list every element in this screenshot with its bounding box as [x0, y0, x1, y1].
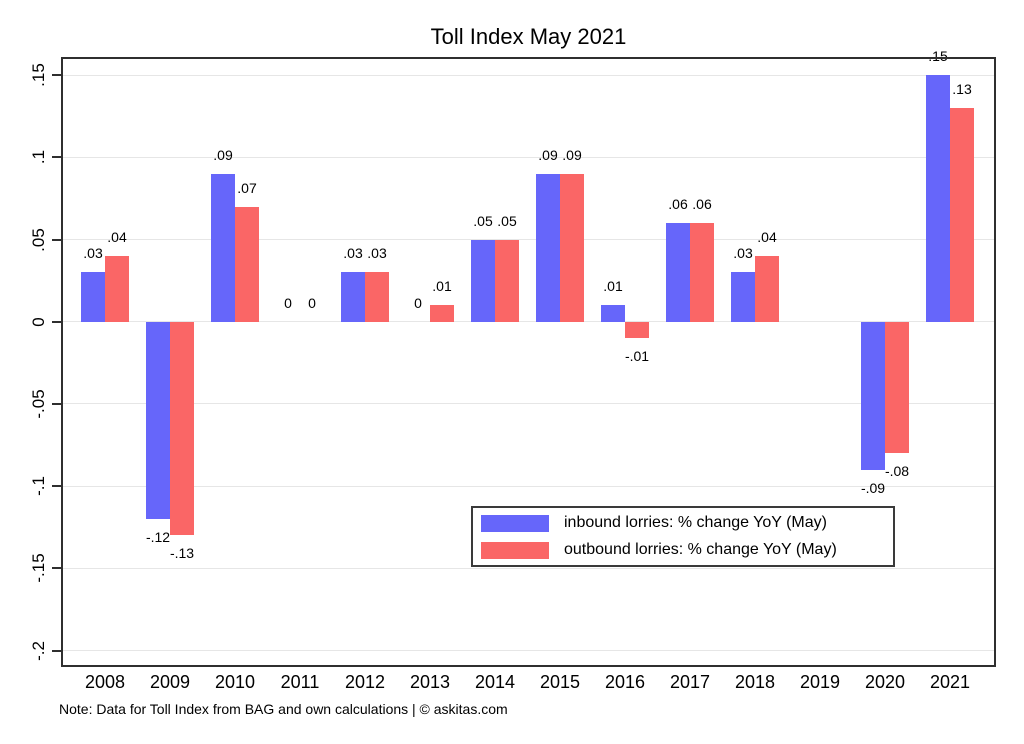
bar-outbound-2018	[755, 255, 779, 322]
y-tick-label: -.15	[29, 553, 48, 583]
x-tick-label: 2012	[344, 672, 386, 692]
x-tick-label: 2010	[214, 672, 256, 692]
x-tick-label: 2017	[669, 672, 711, 692]
y-axis-tick	[52, 74, 61, 77]
x-tick-label: 2014	[474, 672, 516, 692]
legend-swatch-outbound	[481, 541, 549, 559]
bar-value-label: 0	[414, 294, 422, 311]
bar-value-label: .09	[213, 146, 233, 163]
legend-swatch-inbound	[481, 514, 549, 532]
y-tick-label: -.05	[29, 389, 48, 419]
bar-value-label: .03	[83, 245, 103, 262]
bar-inbound-2018	[731, 272, 755, 322]
bar-outbound-2017	[690, 223, 714, 322]
y-axis-tick	[52, 320, 61, 323]
bar-outbound-2008	[105, 255, 129, 322]
bar-value-label: -.12	[145, 529, 171, 546]
bar-value-label: .07	[237, 179, 257, 196]
y-axis-tick	[52, 156, 61, 159]
x-tick-label: 2016	[604, 672, 646, 692]
legend-label-outbound: outbound lorries: % change YoY (May)	[564, 541, 837, 558]
bar-value-label: .06	[668, 196, 688, 213]
bar-outbound-2009	[170, 321, 194, 536]
gridline	[61, 650, 996, 652]
bar-inbound-2008	[81, 272, 105, 322]
bar-value-label: .15	[928, 48, 948, 65]
bar-value-label: .01	[603, 278, 623, 295]
y-tick-label: .15	[29, 63, 48, 87]
bar-outbound-2020	[885, 321, 909, 454]
bar-value-label: -.13	[169, 545, 195, 562]
y-axis-tick	[52, 485, 61, 488]
y-tick-label: 0	[29, 316, 48, 327]
bar-value-label: -.08	[884, 463, 910, 480]
gridline	[61, 156, 996, 158]
y-axis-tick	[52, 567, 61, 570]
bar-outbound-2010	[235, 206, 259, 322]
chart-title: Toll Index May 2021	[430, 24, 627, 49]
bar-value-label: .04	[107, 228, 127, 245]
bar-inbound-2017	[666, 223, 690, 322]
bar-outbound-2014	[495, 239, 519, 322]
bar-inbound-2021	[926, 75, 950, 322]
x-tick-label: 2015	[539, 672, 581, 692]
bar-value-label: .06	[692, 196, 712, 213]
bar-outbound-2012	[365, 272, 389, 322]
bar-value-label: .13	[952, 80, 972, 97]
bar-inbound-2009	[146, 321, 170, 519]
bar-value-label: .01	[432, 278, 452, 295]
bar-outbound-2021	[950, 107, 974, 322]
gridline	[61, 321, 996, 323]
x-tick-label: 2020	[864, 672, 906, 692]
x-tick-label: 2021	[929, 672, 971, 692]
gridline	[61, 403, 996, 405]
plot-area: .03 -.12 .09 0 .03 0 .05 .09 .01 .06 .03 -.09 .15 .04…	[61, 49, 996, 667]
legend-label-inbound: inbound lorries: % change YoY (May)	[564, 514, 827, 531]
bar-outbound-2015	[560, 173, 584, 322]
y-tick-label: -.2	[29, 640, 48, 661]
bar-value-label: .09	[562, 146, 582, 163]
bar-inbound-2014	[471, 239, 495, 322]
bar-value-label: .04	[757, 228, 777, 245]
legend-item-outbound: outbound lorries: % change YoY (May)	[481, 541, 893, 559]
bar-value-label: 0	[308, 294, 316, 311]
y-axis-tick	[52, 238, 61, 241]
bar-inbound-2020	[861, 321, 885, 470]
bar-value-label: 0	[284, 294, 292, 311]
legend: inbound lorries: % change YoY (May) outb…	[471, 506, 895, 567]
x-tick-label: 2011	[280, 672, 320, 692]
bar-outbound-2016	[625, 321, 649, 339]
x-tick-label: 2019	[799, 672, 841, 692]
bar-outbound-2013	[430, 305, 454, 322]
bar-value-label: .03	[343, 245, 363, 262]
bar-value-label: -.09	[860, 479, 886, 496]
x-tick-label: 2009	[149, 672, 191, 692]
x-tick-label: 2013	[409, 672, 451, 692]
bar-value-label: .09	[538, 146, 558, 163]
bar-value-label: .03	[367, 245, 387, 262]
y-axis-tick	[52, 402, 61, 405]
x-tick-label: 2018	[734, 672, 776, 692]
bar-value-label: .05	[497, 212, 517, 229]
y-tick-label: -.1	[29, 476, 48, 497]
bar-inbound-2015	[536, 173, 560, 322]
gridline	[61, 74, 996, 76]
y-axis-tick	[52, 649, 61, 652]
legend-item-inbound: inbound lorries: % change YoY (May)	[481, 514, 893, 532]
bar-value-label: .03	[733, 245, 753, 262]
bar-inbound-2012	[341, 272, 365, 322]
bar-value-label: -.01	[624, 348, 650, 365]
y-tick-label: .05	[29, 227, 48, 252]
gridline	[61, 239, 996, 240]
gridline	[61, 485, 996, 487]
bar-inbound-2016	[601, 305, 625, 322]
y-tick-label: .1	[29, 150, 48, 165]
x-tick-label: 2008	[84, 672, 126, 692]
bar-value-label: .05	[473, 212, 493, 229]
gridline	[61, 567, 996, 569]
source-note: Note: Data for Toll Index from BAG and o…	[59, 701, 508, 717]
bar-inbound-2010	[211, 173, 235, 322]
